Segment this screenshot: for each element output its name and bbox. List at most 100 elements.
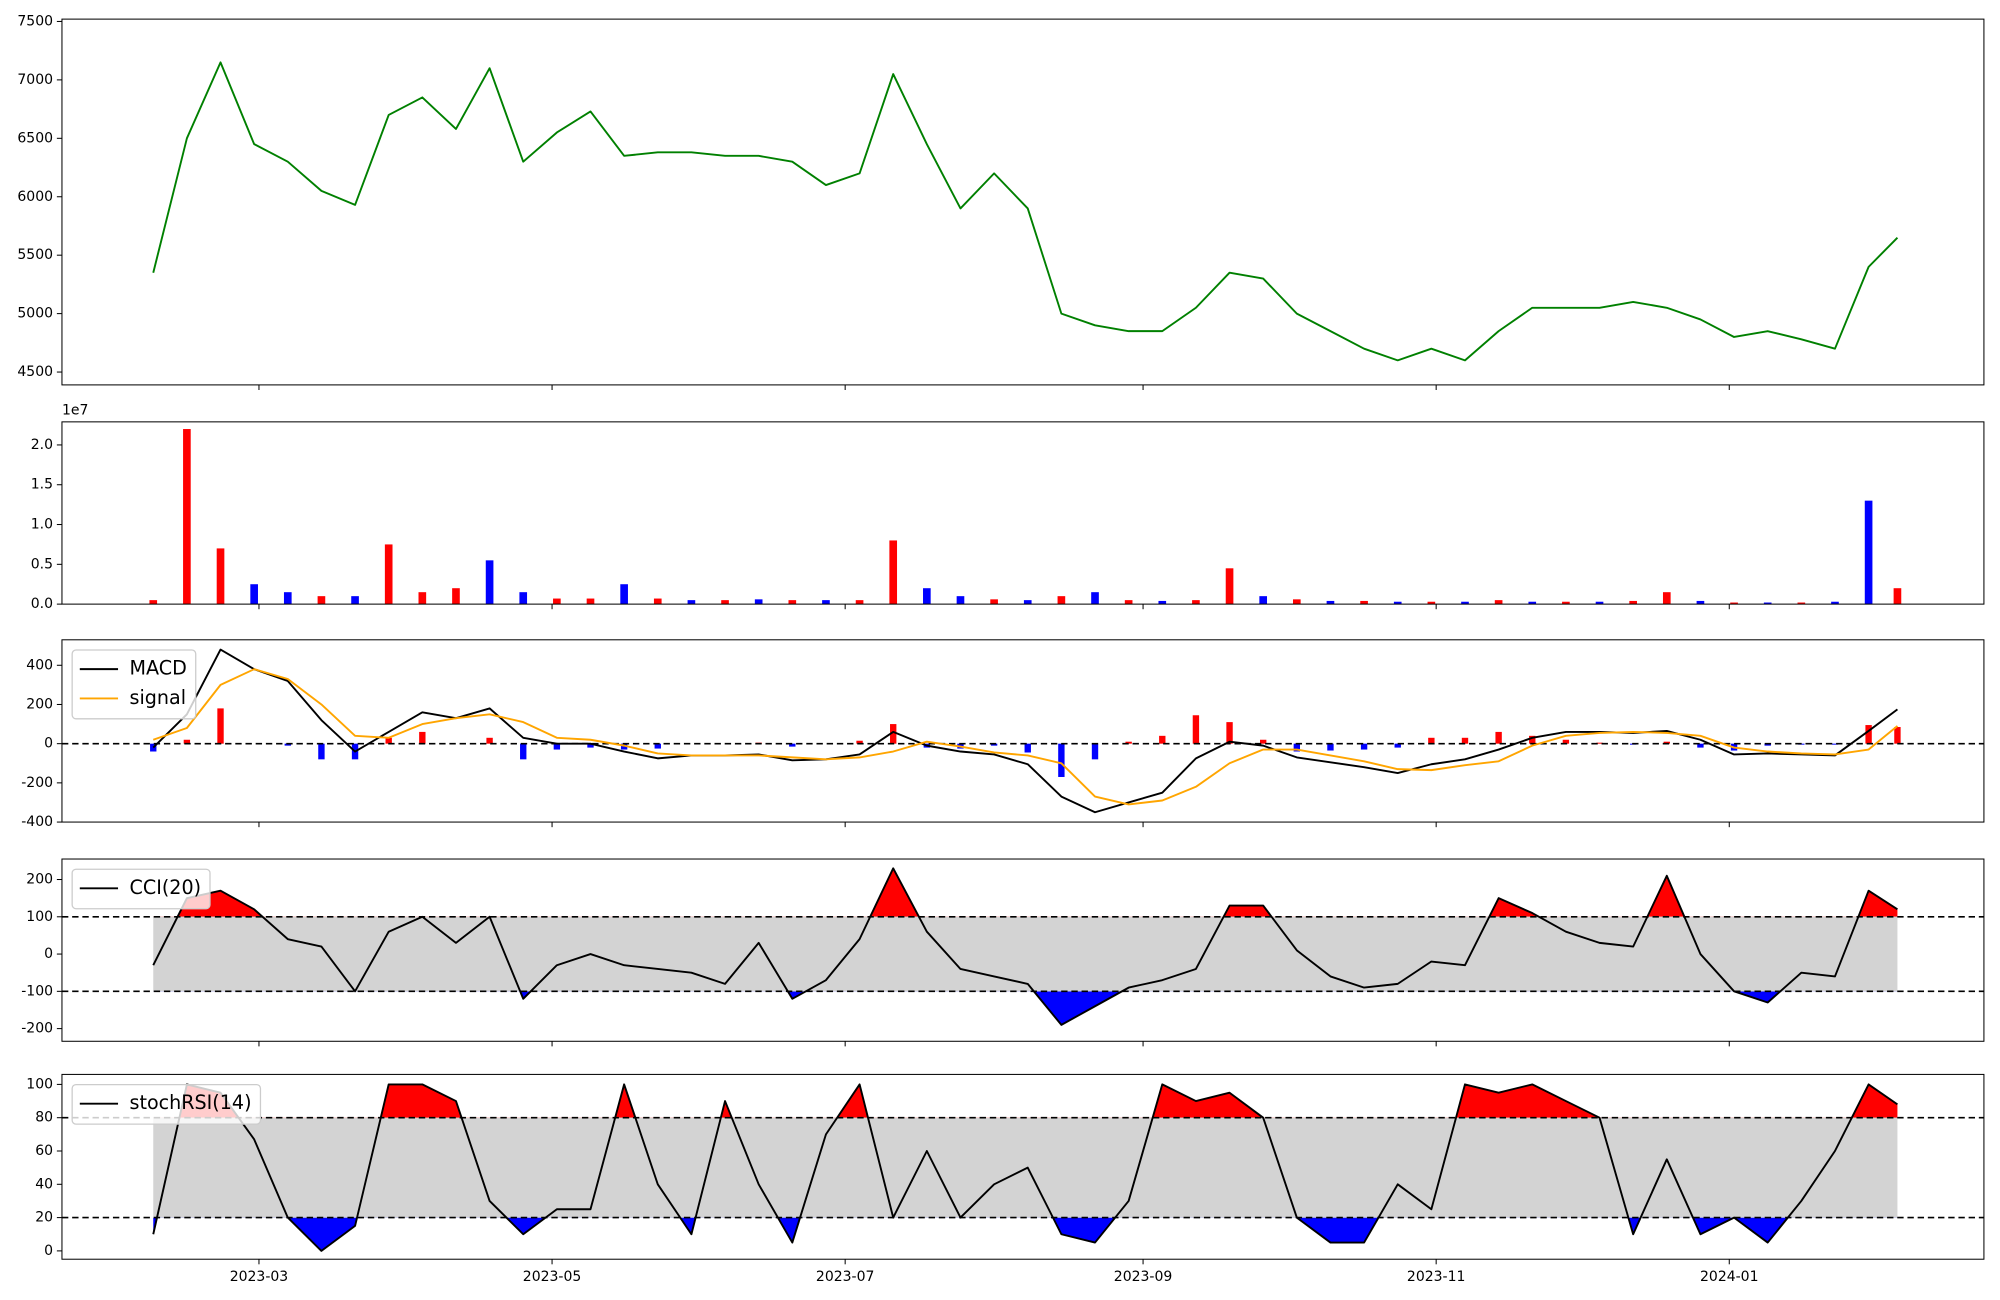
legend-label: stochRSI(14) [130,1091,252,1114]
histogram-bar [1562,739,1570,744]
y-tick-label: 200 [26,696,53,712]
y-tick-label: 1.0 [31,517,53,533]
volume-bar [754,599,763,605]
y-tick-label: 5000 [17,306,53,322]
volume-bar [923,588,931,605]
histogram-bar [1428,737,1435,744]
histogram-bar [1360,743,1368,750]
volume-bar [1696,600,1705,605]
y-tick-label: 2.0 [31,437,53,453]
y-tick-label: 200 [26,872,53,888]
y-tick-label: -100 [21,983,53,999]
histogram-bar [553,743,561,750]
y-tick-label: 7000 [17,72,53,88]
histogram-bar [1192,715,1200,744]
x-tick-label: 2023-03 [230,1269,289,1285]
legend-box [71,868,211,910]
volume-bar [788,600,797,605]
histogram-bar [1125,741,1132,744]
volume-bar [1595,601,1604,605]
y-tick-label: 400 [26,657,53,673]
legend-label: signal [130,686,187,709]
legend-label: MACD [130,657,187,680]
y-tick-label: 0 [44,946,53,962]
series-line [152,867,1898,1026]
histogram-bar [1529,735,1536,744]
volume-bar [1528,601,1537,605]
histogram-bar [856,740,863,744]
volume-bar [687,600,696,605]
histogram-bar [318,743,325,760]
volume-bar [1091,592,1099,605]
histogram-bar [1058,743,1065,777]
histogram-bar [1495,731,1502,744]
volume-bar [384,544,393,605]
histogram-bar [890,724,897,744]
x-tick-label: 2023-05 [523,1269,582,1285]
volume-bar [1763,602,1772,605]
volume-bar [990,599,998,605]
histogram-bar [385,737,392,744]
axes-frame [61,1073,1985,1260]
volume-bar [1158,600,1167,605]
y-tick-label: 0.5 [31,556,53,572]
histogram-bar [1764,743,1771,746]
y-tick-label: 0.0 [31,596,53,612]
histogram-bar [183,739,191,744]
histogram-bar [284,743,291,746]
y-tick-label: 1.5 [31,477,53,493]
volume-bar [1225,568,1234,605]
histogram-bar [620,743,628,750]
neutral-band [153,1117,1898,1218]
histogram-bar [1596,742,1603,744]
histogram-bar [1865,725,1872,744]
axes-frame [61,639,1985,823]
y-tick-label: 0 [44,1243,53,1259]
overbought-fill [179,1084,1898,1118]
volume-bar [889,540,898,605]
volume-bar [1864,500,1873,605]
volume-bar [1629,600,1637,605]
volume-bar [1831,601,1839,605]
volume-bar [653,598,662,605]
offset-label: 1e7 [62,402,88,418]
histogram-bar [486,737,493,744]
histogram-bar [1293,743,1301,752]
volume-bar [1192,600,1200,605]
axes-frame [61,858,1985,1042]
series-line [152,1083,1898,1252]
x-tick-label: 2024-01 [1700,1269,1759,1285]
y-tick-label: 5500 [17,247,53,263]
y-tick-label: 40 [35,1176,53,1192]
neutral-band [153,916,1898,992]
histogram-bar [1159,735,1166,744]
histogram-bar [520,743,527,760]
volume-bar [855,600,864,605]
volume-bar [1662,592,1671,605]
y-tick-label: 80 [35,1110,53,1126]
histogram-bar [1831,743,1839,745]
volume-bar [1259,596,1268,605]
volume-bar [721,600,729,605]
volume-bar [1292,599,1301,605]
y-tick-label: -200 [21,775,53,791]
volume-bar [1023,600,1032,605]
volume-bar [1360,600,1368,605]
histogram-bar [789,743,796,747]
series-line [152,668,1899,806]
y-tick-label: 4500 [17,364,53,380]
histogram-bar [1663,741,1670,744]
legend-box [71,649,197,720]
volume-bar [283,592,292,605]
y-tick-label: 20 [35,1210,53,1226]
histogram-bar [217,708,224,744]
x-tick-label: 2023-09 [1114,1269,1173,1285]
volume-bar [1393,601,1402,605]
volume-bar [956,596,965,605]
histogram-bar [1260,739,1267,744]
histogram-bar [1894,727,1901,744]
histogram-bar [587,743,594,748]
y-tick-label: 0 [44,736,53,752]
